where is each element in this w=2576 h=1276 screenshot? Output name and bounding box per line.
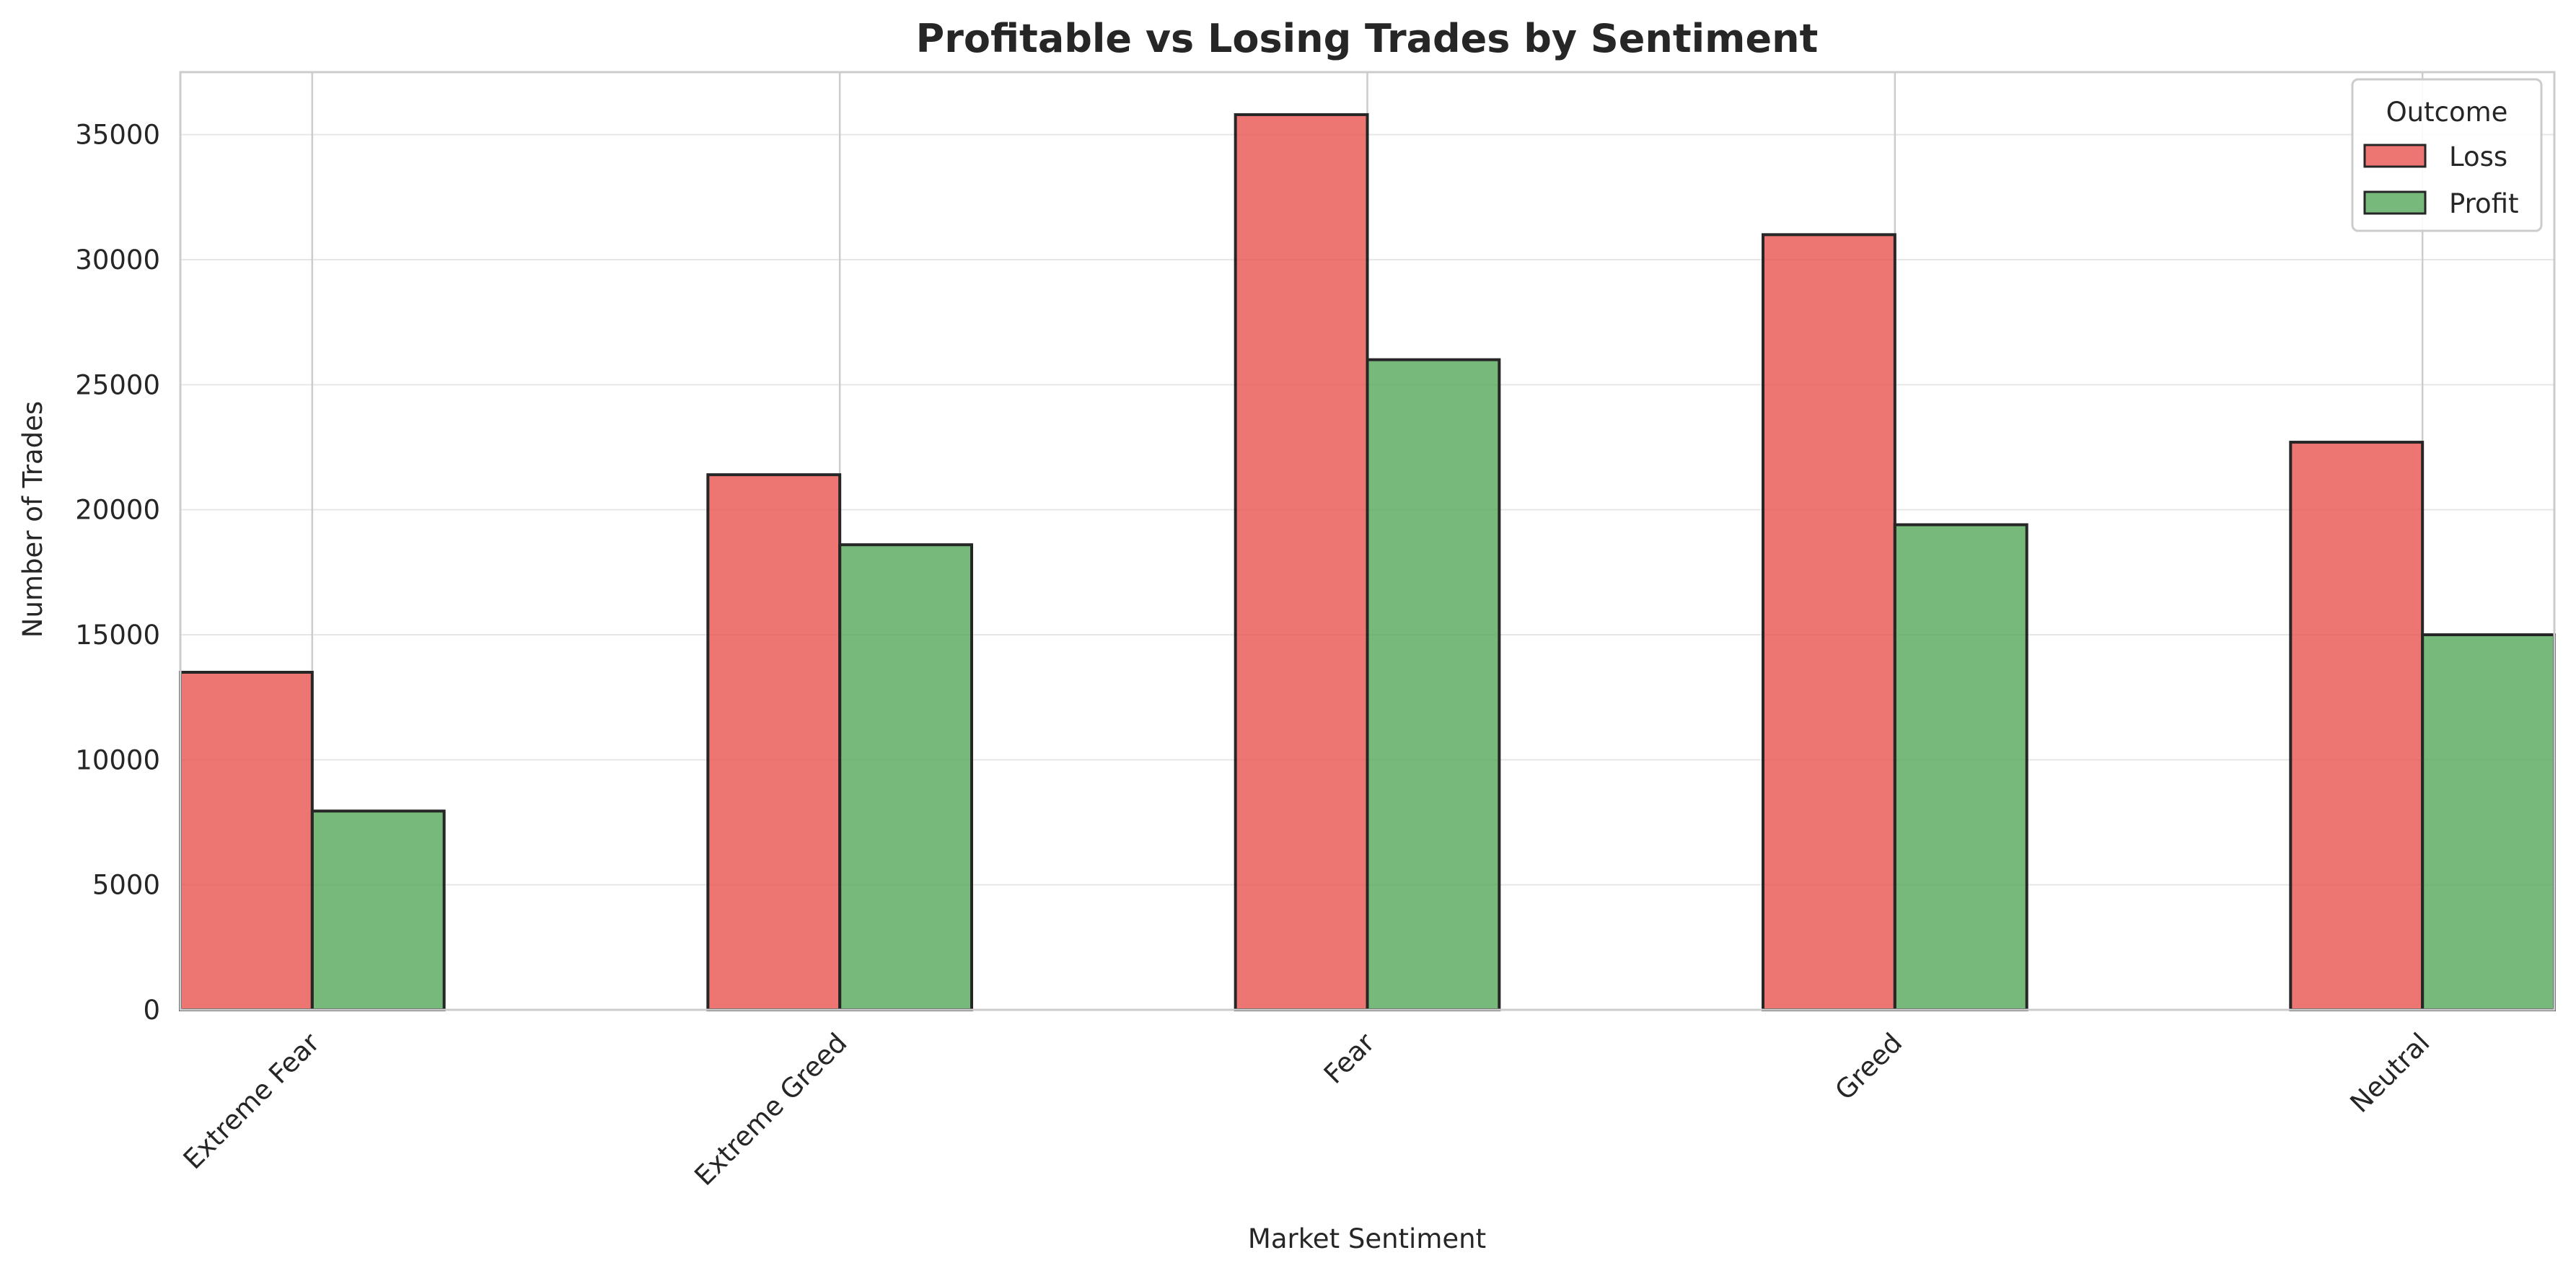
plot-frame — [179, 71, 2556, 1011]
legend: Outcome Loss Profit — [2351, 78, 2543, 232]
legend-title: Outcome — [2386, 97, 2508, 128]
legend-swatch-loss — [2363, 144, 2427, 168]
bar-loss-neutral — [2289, 441, 2425, 1011]
legend-label-profit: Profit — [2449, 188, 2519, 219]
y-tick-label: 30000 — [75, 245, 160, 276]
bar-profit-neutral — [2421, 633, 2557, 1011]
bar-profit-extreme-fear — [310, 809, 446, 1012]
bar-profit-greed — [1893, 523, 2028, 1011]
bar-loss-greed — [1762, 233, 1896, 1011]
legend-label-loss: Loss — [2449, 141, 2507, 172]
bar-loss-extreme-greed — [706, 473, 842, 1011]
bar-profit-extreme-greed — [838, 543, 973, 1011]
y-axis-label: Number of Trades — [17, 401, 48, 638]
y-tick-label: 25000 — [75, 369, 160, 400]
bar-layer — [179, 113, 2557, 1012]
y-tick-label: 10000 — [75, 744, 160, 775]
y-tick-labels: 0 5000 10000 15000 20000 25000 30000 35000 — [75, 120, 160, 1026]
y-tick-label: 15000 — [75, 620, 160, 651]
legend-swatch-profit — [2363, 190, 2427, 215]
bar-loss-extreme-fear — [179, 671, 314, 1011]
y-tick-label: 20000 — [75, 495, 160, 526]
chart-title: Profitable vs Losing Trades by Sentiment — [916, 16, 1819, 61]
y-tick-label: 0 — [143, 995, 160, 1026]
bar-profit-fear — [1366, 358, 1501, 1011]
y-tick-label: 5000 — [92, 870, 160, 901]
x-axis-label: Market Sentiment — [1248, 1223, 1486, 1254]
bar-loss-fear — [1234, 113, 1369, 1011]
y-tick-label: 35000 — [75, 120, 160, 151]
